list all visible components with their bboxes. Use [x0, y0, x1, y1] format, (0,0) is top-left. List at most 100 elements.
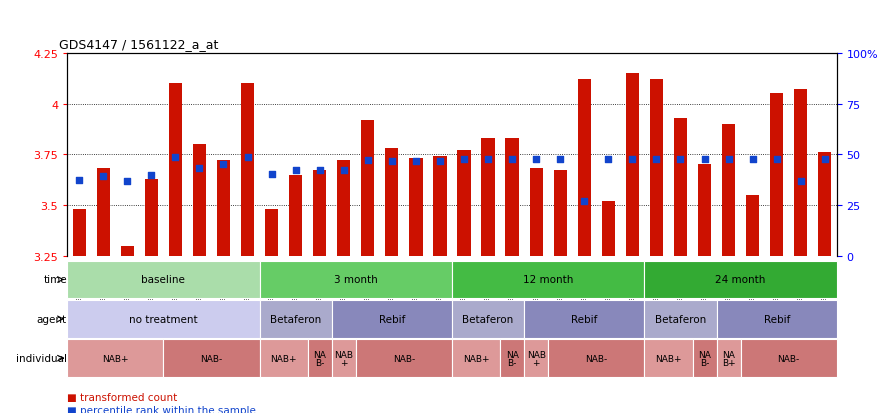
Point: [648, 156, 662, 163]
FancyBboxPatch shape: [644, 339, 692, 377]
Text: ■ percentile rank within the sample: ■ percentile rank within the sample: [67, 405, 256, 413]
Bar: [265, 209, 278, 256]
Text: NAB
+: NAB +: [333, 350, 353, 367]
FancyBboxPatch shape: [259, 261, 451, 299]
Bar: [121, 246, 134, 256]
Text: NA
B-: NA B-: [505, 350, 518, 367]
Text: Rebif: Rebif: [570, 314, 597, 324]
Point: [769, 156, 783, 163]
Bar: [553, 171, 566, 256]
Bar: [673, 119, 687, 256]
Bar: [601, 202, 614, 256]
Point: [409, 158, 423, 165]
Text: NA
B-: NA B-: [313, 350, 325, 367]
Text: NAB+: NAB+: [654, 354, 681, 363]
FancyBboxPatch shape: [163, 339, 259, 377]
FancyBboxPatch shape: [739, 339, 836, 377]
FancyBboxPatch shape: [644, 300, 716, 338]
Bar: [817, 153, 831, 256]
FancyBboxPatch shape: [644, 261, 836, 299]
Text: NAB-: NAB-: [392, 354, 415, 363]
FancyBboxPatch shape: [716, 339, 739, 377]
FancyBboxPatch shape: [451, 300, 524, 338]
Text: NAB-: NAB-: [585, 354, 607, 363]
Point: [480, 156, 494, 163]
Point: [168, 154, 182, 161]
Text: Betaferon: Betaferon: [270, 314, 321, 324]
FancyBboxPatch shape: [451, 261, 644, 299]
Point: [120, 178, 134, 185]
Bar: [793, 90, 806, 256]
FancyBboxPatch shape: [716, 300, 836, 338]
Point: [504, 156, 519, 163]
FancyBboxPatch shape: [259, 300, 332, 338]
Bar: [481, 139, 494, 256]
Text: time: time: [43, 275, 67, 285]
Text: NAB-: NAB-: [777, 354, 799, 363]
FancyBboxPatch shape: [332, 339, 355, 377]
Bar: [649, 80, 662, 256]
Bar: [361, 121, 374, 256]
Bar: [97, 169, 110, 256]
Text: individual: individual: [16, 353, 67, 363]
Point: [96, 173, 110, 179]
Point: [433, 158, 447, 165]
Bar: [337, 161, 350, 256]
Text: NA
B+: NA B+: [721, 350, 735, 367]
Point: [240, 154, 255, 161]
Bar: [72, 209, 86, 256]
Bar: [192, 145, 206, 256]
Point: [745, 156, 759, 163]
Point: [696, 156, 711, 163]
Point: [384, 159, 399, 165]
Bar: [721, 125, 734, 256]
Text: ■ transformed count: ■ transformed count: [67, 392, 177, 402]
FancyBboxPatch shape: [524, 339, 547, 377]
Text: 24 month: 24 month: [714, 275, 765, 285]
Text: no treatment: no treatment: [129, 314, 198, 324]
Point: [528, 156, 543, 163]
Text: baseline: baseline: [141, 275, 185, 285]
Bar: [409, 159, 422, 256]
Point: [817, 156, 831, 163]
FancyBboxPatch shape: [67, 339, 163, 377]
Text: NA
B-: NA B-: [697, 350, 710, 367]
FancyBboxPatch shape: [500, 339, 524, 377]
Bar: [240, 84, 254, 256]
Bar: [457, 151, 470, 256]
Text: 3 month: 3 month: [333, 275, 377, 285]
Text: NAB+: NAB+: [462, 354, 489, 363]
FancyBboxPatch shape: [67, 261, 259, 299]
Point: [721, 156, 735, 163]
Bar: [216, 161, 230, 256]
Text: agent: agent: [37, 314, 67, 324]
Text: GDS4147 / 1561122_a_at: GDS4147 / 1561122_a_at: [59, 38, 218, 51]
Bar: [625, 74, 638, 256]
Point: [144, 172, 158, 179]
Bar: [384, 149, 398, 256]
Bar: [505, 139, 519, 256]
Bar: [577, 80, 590, 256]
Text: Rebif: Rebif: [763, 314, 789, 324]
Bar: [169, 84, 181, 256]
Point: [360, 158, 375, 164]
Point: [312, 167, 326, 174]
Bar: [529, 169, 542, 256]
Point: [625, 156, 639, 163]
FancyBboxPatch shape: [308, 339, 332, 377]
Text: Betaferon: Betaferon: [654, 314, 705, 324]
Bar: [145, 179, 157, 256]
Point: [552, 156, 567, 163]
FancyBboxPatch shape: [332, 300, 451, 338]
Bar: [433, 157, 446, 256]
Bar: [769, 94, 782, 256]
Text: NAB-: NAB-: [200, 354, 223, 363]
Point: [264, 171, 278, 178]
Bar: [313, 171, 326, 256]
Point: [793, 178, 807, 185]
FancyBboxPatch shape: [355, 339, 451, 377]
Text: Rebif: Rebif: [378, 314, 405, 324]
Text: NAB+: NAB+: [102, 354, 129, 363]
Point: [577, 198, 591, 205]
Bar: [697, 165, 711, 256]
